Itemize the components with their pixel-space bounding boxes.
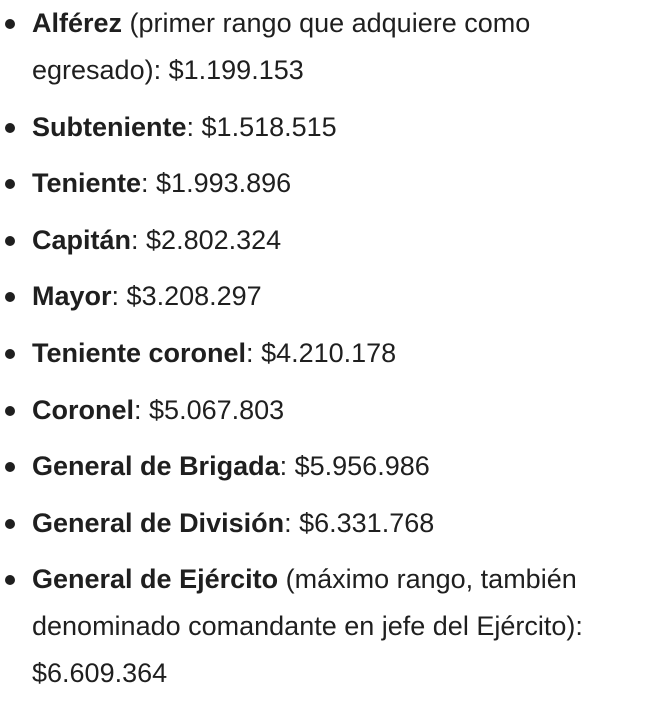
bullet-icon [5, 405, 15, 416]
salary-value: $5.956.986 [294, 451, 430, 482]
rank-name: Capitán [32, 224, 132, 255]
list-item-teniente-coronel: Teniente coronel: $4.210.178 [0, 330, 657, 377]
separator: : [186, 111, 202, 142]
rank-name: General de Ejército [32, 564, 279, 595]
rank-name: General de Brigada [32, 451, 280, 482]
separator: : [131, 224, 147, 255]
list-item-alferez: Alférez (primer rango que adquiere como … [0, 0, 657, 94]
separator: : [134, 394, 150, 425]
salary-value: $6.609.364 [32, 658, 168, 689]
bullet-icon [5, 19, 15, 29]
list-item-subteniente: Subteniente: $1.518.515 [0, 104, 657, 151]
bullet-icon [5, 518, 15, 529]
salary-value: $6.331.768 [299, 507, 435, 538]
salary-value: $2.802.324 [146, 224, 282, 255]
salary-value: $5.067.803 [149, 394, 285, 425]
rank-note: (primer rango que adquiere como egresado… [32, 8, 531, 85]
list-item-capitan: Capitán: $2.802.324 [0, 217, 657, 264]
separator: : [141, 168, 157, 199]
rank-name: Alférez [32, 8, 123, 38]
salary-value: $1.199.153 [168, 55, 304, 85]
list-item-mayor: Mayor: $3.208.297 [0, 273, 657, 320]
rank-name: Coronel [32, 394, 135, 425]
rank-name: Teniente coronel [32, 337, 247, 368]
list-item-general-de-brigada: General de Brigada: $5.956.986 [0, 443, 657, 490]
separator: : [575, 611, 583, 642]
rank-name: Subteniente [32, 111, 187, 142]
bullet-icon [5, 462, 15, 473]
separator: : [111, 281, 127, 312]
salary-value: $4.210.178 [261, 337, 397, 368]
separator: : [246, 337, 262, 368]
list-item-teniente: Teniente: $1.993.896 [0, 160, 657, 207]
bullet-icon [5, 122, 15, 133]
salary-value: $1.518.515 [201, 111, 337, 142]
salary-value: $1.993.896 [156, 168, 292, 199]
rank-note: (máximo rango, también denominado comand… [32, 564, 577, 642]
list-item-general-de-ejercito: General de Ejército (máximo rango, tambi… [0, 556, 657, 697]
separator: : [153, 55, 169, 85]
rank-name: General de División [32, 507, 285, 538]
bullet-icon [5, 292, 15, 303]
salary-value: $3.208.297 [126, 281, 262, 312]
list-item-coronel: Coronel: $5.067.803 [0, 387, 657, 434]
bullet-icon [5, 575, 15, 586]
rank-name: Teniente [32, 168, 142, 199]
bullet-icon [5, 179, 15, 190]
rank-name: Mayor [32, 281, 112, 312]
separator: : [284, 507, 300, 538]
separator: : [279, 451, 295, 482]
bullet-icon [5, 235, 15, 246]
bullet-icon [5, 348, 15, 359]
list-item-general-de-division: General de División: $6.331.768 [0, 500, 657, 547]
